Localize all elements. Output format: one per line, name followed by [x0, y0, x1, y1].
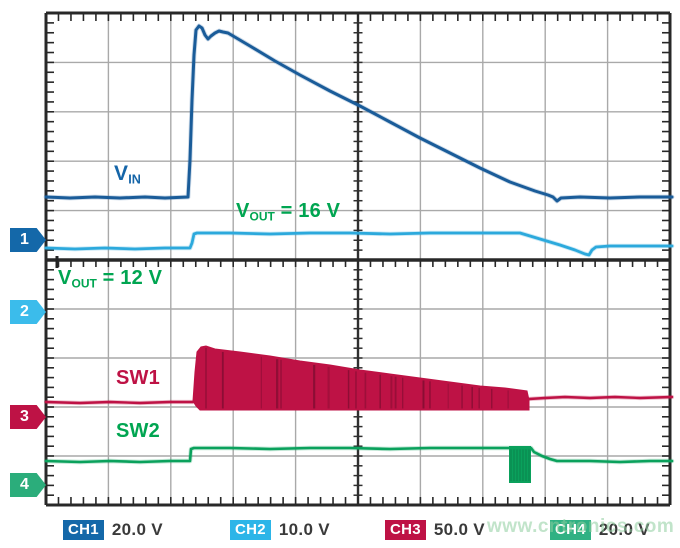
vin-label: VIN [114, 162, 141, 187]
ch1-scale: 20.0 V [111, 519, 163, 539]
ch2-scale: 10.0 V [278, 519, 330, 539]
ch2-readout: CH2 10.0 V [230, 519, 330, 540]
ch3-trace-after [527, 395, 674, 401]
ch4-badge[interactable]: CH4 [550, 519, 591, 540]
ch4-marker-digit: 4 [20, 476, 29, 493]
ch3-scale: 50.0 V [433, 519, 485, 539]
ch4-trace [44, 446, 674, 464]
ch4-readout: CH4 20.0 V [550, 519, 650, 540]
sw1-label: SW1 [116, 367, 160, 389]
ch3-badge[interactable]: CH3 [385, 519, 426, 540]
ch2-badge[interactable]: CH2 [230, 519, 271, 540]
vout-16v-label: VOUT = 16 V [236, 200, 341, 224]
ch4-scale: 20.0 V [598, 519, 650, 539]
watermark-text: www.cntronics.com [487, 516, 675, 537]
ch1-trace [44, 24, 674, 203]
ch2-marker-digit: 2 [20, 303, 29, 320]
ch1-readout: CH1 20.0 V [63, 519, 163, 540]
ch3-marker-digit: 3 [20, 408, 29, 425]
ch1-marker-digit: 1 [20, 231, 29, 248]
trigger-position-marker [55, 256, 59, 268]
ch1-badge[interactable]: CH1 [63, 519, 104, 540]
vout-12v-label: VOUT = 12 V [58, 267, 163, 291]
ch3-trace-baseline [44, 400, 195, 405]
ch2-trace [44, 231, 674, 257]
sw2-label: SW2 [116, 420, 160, 442]
ch3-readout: CH3 50.0 V [385, 519, 485, 540]
